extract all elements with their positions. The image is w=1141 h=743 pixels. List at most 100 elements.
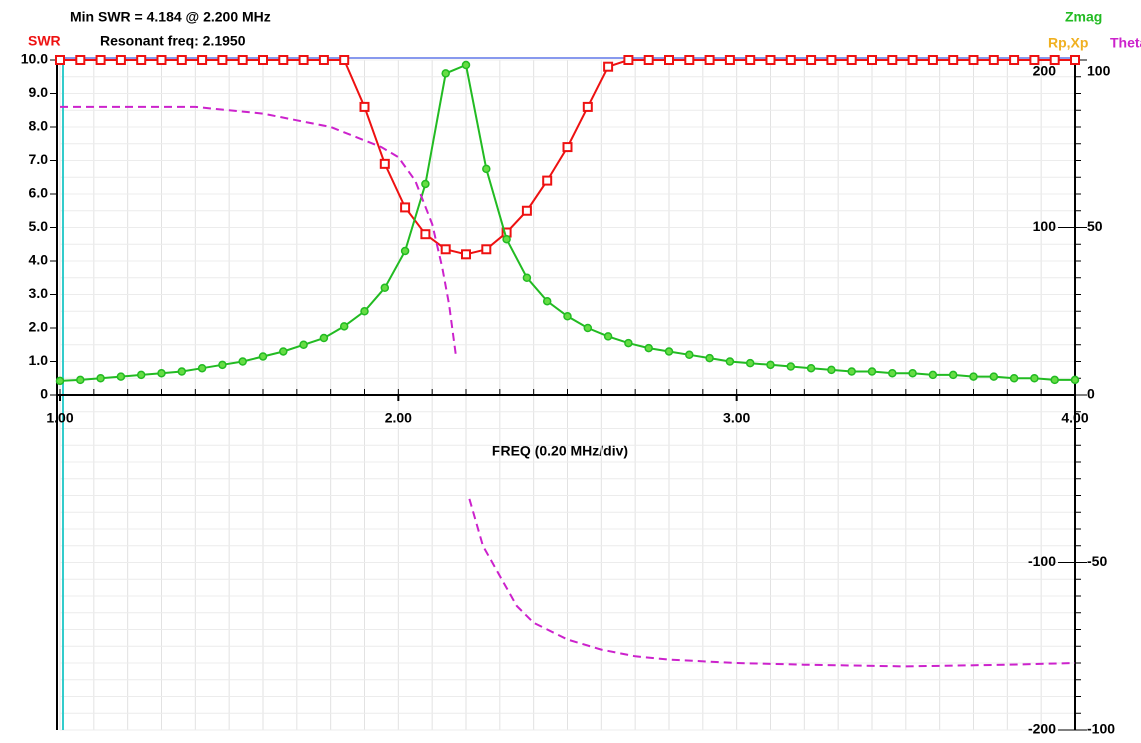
- x-tick-label: 3.00: [723, 410, 750, 426]
- point-marker: [237, 55, 248, 65]
- y2-tick-label: -100: [1028, 553, 1056, 569]
- y-tick-label: 9.0: [29, 84, 49, 100]
- point-marker: [238, 357, 247, 366]
- point-marker: [136, 370, 146, 380]
- point-marker: [1049, 55, 1060, 65]
- legend-zmag: Zmag: [1065, 9, 1102, 25]
- point-marker: [806, 55, 817, 65]
- y-tick-label: 6.0: [29, 185, 49, 201]
- point-marker: [298, 55, 309, 65]
- y-tick-label: 0: [40, 386, 48, 402]
- point-marker: [846, 55, 857, 65]
- point-marker: [116, 372, 126, 381]
- point-marker: [1009, 55, 1020, 65]
- y2-axis-label: Rp,Xp: [1048, 35, 1088, 51]
- point-marker: [461, 60, 471, 70]
- y-tick-label: 5.0: [29, 218, 49, 234]
- y-tick-label: 1.0: [29, 352, 49, 368]
- point-marker: [420, 229, 431, 240]
- point-marker: [969, 372, 978, 381]
- point-marker: [360, 307, 369, 316]
- y3-axis-label: Theta: [1110, 35, 1141, 51]
- point-marker: [989, 372, 999, 381]
- point-marker: [562, 142, 573, 153]
- point-marker: [664, 55, 674, 65]
- point-marker: [319, 333, 329, 343]
- point-marker: [1030, 374, 1039, 383]
- point-marker: [888, 368, 897, 378]
- point-marker: [278, 55, 289, 65]
- point-marker: [745, 55, 756, 65]
- point-marker: [441, 69, 450, 78]
- point-marker: [705, 353, 714, 363]
- point-marker: [157, 368, 166, 378]
- point-marker: [482, 164, 491, 174]
- point-marker: [968, 55, 979, 65]
- point-marker: [582, 101, 593, 112]
- point-marker: [461, 249, 471, 260]
- y3-tick-label: 50: [1087, 218, 1103, 234]
- point-marker: [664, 347, 674, 356]
- x-tick-label: 2.00: [385, 410, 412, 426]
- point-marker: [55, 376, 65, 386]
- point-marker: [724, 55, 735, 65]
- point-marker: [176, 55, 187, 65]
- point-marker: [704, 55, 715, 65]
- point-marker: [542, 175, 553, 186]
- point-marker: [745, 358, 755, 368]
- point-marker: [826, 55, 837, 65]
- point-marker: [806, 363, 816, 373]
- point-marker: [785, 55, 796, 65]
- point-marker: [136, 55, 147, 65]
- point-marker: [948, 55, 959, 65]
- point-marker: [55, 55, 65, 65]
- point-marker: [380, 283, 390, 293]
- point-marker: [624, 338, 633, 348]
- y-tick-label: 7.0: [29, 151, 49, 167]
- series-line: [468, 498, 1076, 668]
- y-tick-label: 10.0: [21, 51, 48, 67]
- point-marker: [623, 55, 634, 65]
- point-marker: [1070, 55, 1080, 65]
- x-tick-label: 4.00: [1061, 410, 1088, 426]
- point-marker: [684, 55, 695, 65]
- point-marker: [258, 55, 268, 65]
- y-tick-label: 2.0: [29, 319, 49, 335]
- point-marker: [1050, 375, 1059, 385]
- point-marker: [1009, 374, 1019, 383]
- point-marker: [988, 55, 999, 65]
- point-marker: [583, 323, 593, 333]
- point-marker: [502, 234, 511, 244]
- point-marker: [847, 367, 856, 376]
- x-tick-label: 1.00: [46, 410, 73, 426]
- point-marker: [421, 179, 430, 189]
- point-marker: [258, 352, 268, 361]
- point-marker: [1029, 55, 1040, 65]
- y2-tick-label: 200: [1033, 63, 1057, 79]
- chart-title: Min SWR = 4.184 @ 2.200 MHz: [70, 9, 271, 25]
- point-marker: [867, 55, 877, 65]
- y2-tick-label: -200: [1028, 721, 1056, 737]
- y-axis-label: SWR: [28, 33, 61, 49]
- point-marker: [603, 61, 614, 72]
- chart-subtitle: Resonant freq: 2.1950: [100, 33, 246, 49]
- point-marker: [927, 55, 938, 65]
- point-marker: [115, 55, 126, 65]
- point-marker: [440, 244, 451, 255]
- point-marker: [928, 370, 938, 380]
- y-tick-label: 4.0: [29, 252, 49, 268]
- point-marker: [908, 368, 917, 378]
- point-marker: [339, 55, 350, 65]
- point-marker: [725, 357, 735, 366]
- point-marker: [379, 158, 390, 169]
- point-marker: [400, 246, 410, 256]
- point-marker: [685, 350, 694, 360]
- y3-tick-label: 0: [1087, 386, 1095, 402]
- point-marker: [197, 363, 207, 373]
- y3-tick-label: 100: [1087, 63, 1111, 79]
- point-marker: [948, 370, 958, 380]
- point-marker: [867, 367, 877, 376]
- point-marker: [827, 365, 836, 375]
- point-marker: [542, 296, 552, 306]
